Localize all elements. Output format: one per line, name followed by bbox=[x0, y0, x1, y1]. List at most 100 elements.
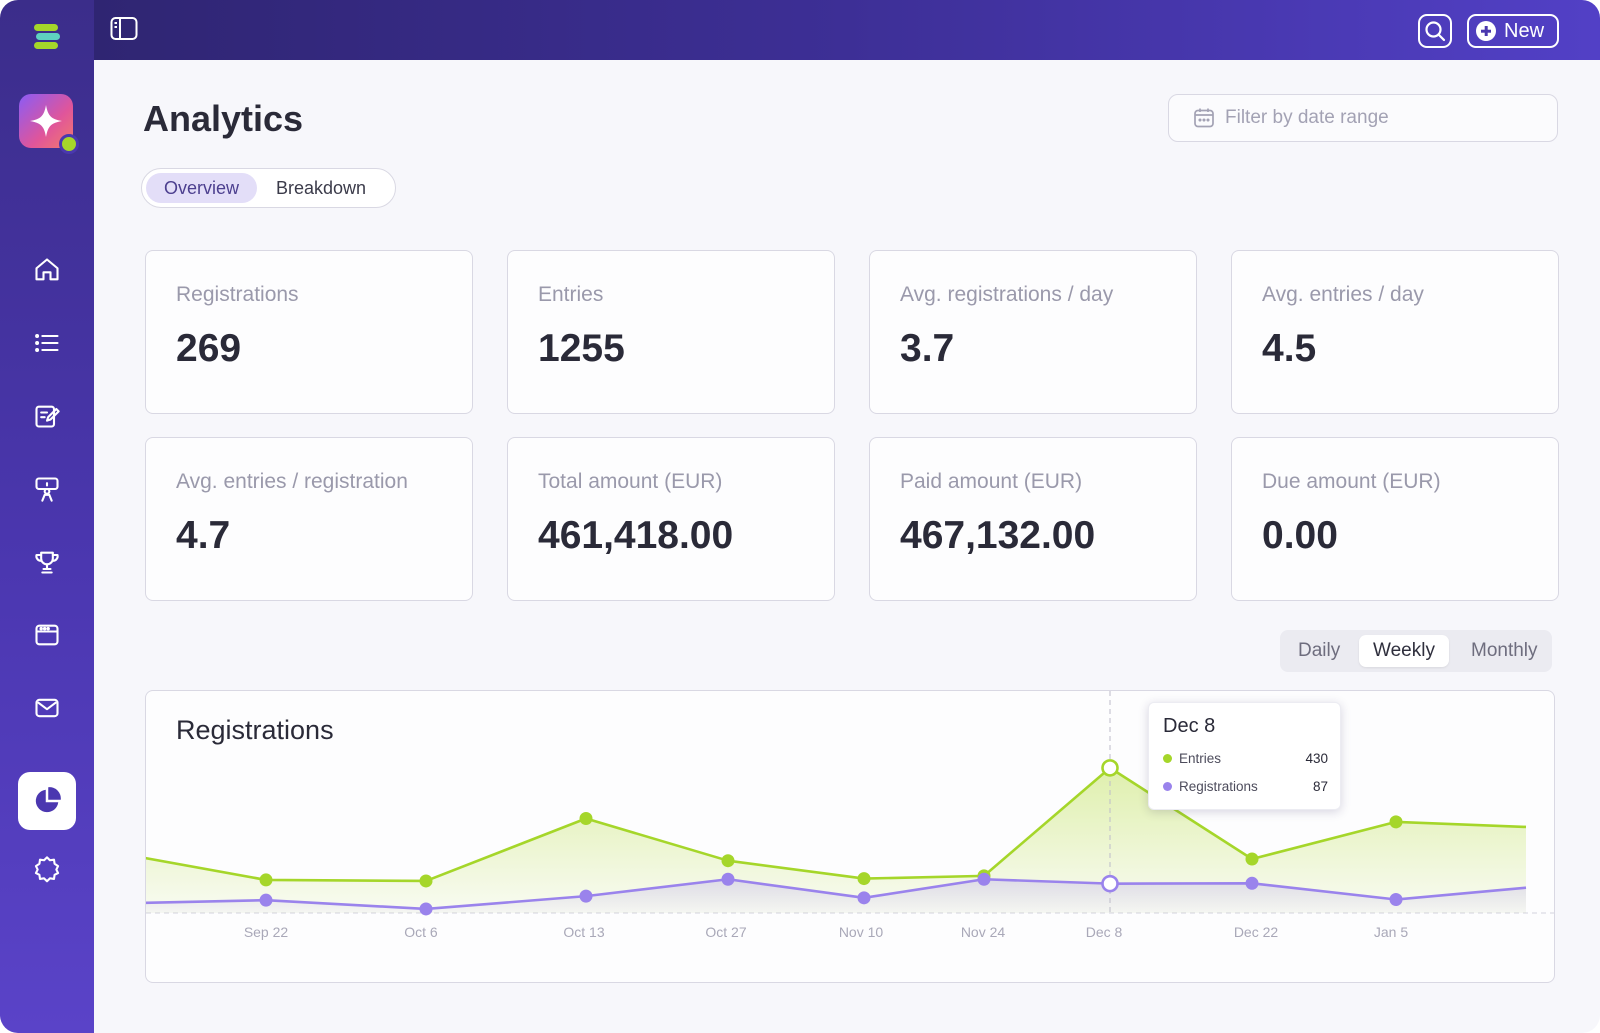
data-point-entries[interactable] bbox=[721, 854, 735, 868]
chart-title: Registrations bbox=[176, 715, 334, 745]
x-tick-label: Jan 5 bbox=[1374, 924, 1408, 940]
period-monthly[interactable]: Monthly bbox=[1471, 640, 1538, 661]
calendar-icon bbox=[1194, 108, 1214, 128]
sidebar-item-presentations[interactable] bbox=[18, 460, 76, 518]
stat-value: 0.00 bbox=[1262, 514, 1338, 557]
settings-icon bbox=[34, 856, 60, 883]
data-point-registrations[interactable] bbox=[1245, 876, 1259, 890]
data-point-registrations[interactable] bbox=[1389, 893, 1403, 906]
registrations-legend-dot bbox=[1163, 782, 1172, 791]
period-selector: Daily Weekly Monthly bbox=[1280, 630, 1552, 672]
x-tick-label: Sep 22 bbox=[244, 924, 289, 940]
tooltip-entries-value: 430 bbox=[1305, 751, 1328, 766]
stat-card-total-amount: Total amount (EUR) 461,418.00 bbox=[507, 437, 835, 601]
tooltip-row-entries: Entries 430 bbox=[1163, 751, 1328, 771]
x-tick-label: Nov 24 bbox=[961, 924, 1006, 940]
stat-label: Registrations bbox=[176, 283, 299, 306]
date-filter-placeholder: Filter by date range bbox=[1225, 107, 1389, 128]
date-range-filter[interactable]: Filter by date range bbox=[1168, 94, 1558, 142]
data-point-registrations[interactable] bbox=[977, 872, 991, 886]
data-point-registrations[interactable] bbox=[857, 891, 871, 905]
home-icon bbox=[35, 258, 59, 281]
data-point-entries[interactable] bbox=[1101, 759, 1119, 777]
tab-overview[interactable]: Overview bbox=[146, 173, 258, 203]
x-tick-label: Dec 22 bbox=[1234, 924, 1279, 940]
tooltip-registrations-value: 87 bbox=[1312, 779, 1328, 794]
presenter-icon bbox=[35, 477, 59, 502]
pie-chart-icon bbox=[35, 787, 61, 813]
x-tick-label: Oct 13 bbox=[563, 924, 604, 940]
trophy-icon bbox=[35, 551, 59, 574]
x-tick-label: Oct 6 bbox=[404, 924, 438, 940]
data-point-registrations[interactable] bbox=[1101, 874, 1119, 893]
stat-value: 269 bbox=[176, 327, 242, 370]
stat-label: Avg. entries / registration bbox=[176, 470, 408, 493]
new-button-label: New bbox=[1504, 19, 1545, 42]
tooltip-row-registrations: Registrations 87 bbox=[1163, 779, 1328, 799]
stat-card-avg-registrations: Avg. registrations / day 3.7 bbox=[869, 250, 1197, 414]
status-dot bbox=[59, 134, 79, 154]
stat-card-registrations: Registrations 269 bbox=[145, 250, 473, 414]
period-daily[interactable]: Daily bbox=[1298, 640, 1341, 661]
stat-label: Avg. entries / day bbox=[1262, 283, 1424, 306]
data-point-entries[interactable] bbox=[857, 872, 871, 886]
chart-canvas: Sep 22 Oct 6 Oct 13 Oct 27 Nov 10 Nov 24 Dec 8… bbox=[146, 691, 1554, 940]
edit-form-icon bbox=[35, 405, 60, 428]
data-point-registrations[interactable] bbox=[579, 889, 593, 903]
list-icon bbox=[35, 334, 59, 352]
search-button[interactable] bbox=[1418, 14, 1452, 48]
registrations-chart: Sep 22 Oct 6 Oct 13 Oct 27 Nov 10 Nov 24 Dec 8… bbox=[145, 690, 1555, 983]
sidebar-item-mail[interactable] bbox=[18, 679, 76, 737]
tooltip-date: Dec 8 bbox=[1163, 715, 1216, 737]
stat-value: 461,418.00 bbox=[538, 514, 734, 557]
new-button[interactable]: New bbox=[1467, 14, 1559, 48]
stat-label: Entries bbox=[538, 283, 604, 306]
data-point-registrations[interactable] bbox=[721, 872, 735, 886]
x-tick-label: Oct 27 bbox=[705, 924, 746, 940]
top-bar: New bbox=[94, 0, 1600, 60]
data-point-registrations[interactable] bbox=[419, 902, 433, 916]
data-point-entries[interactable] bbox=[1245, 852, 1259, 866]
data-point-entries[interactable] bbox=[579, 812, 593, 825]
chart-tooltip: Dec 8 Entries 430 Registrations 87 bbox=[1148, 702, 1341, 810]
view-toggle: Overview Breakdown bbox=[141, 168, 396, 208]
tooltip-entries-label: Entries bbox=[1179, 751, 1222, 766]
stat-value: 4.7 bbox=[176, 514, 231, 557]
stat-label: Paid amount (EUR) bbox=[900, 470, 1083, 493]
stat-card-avg-entries-per-registration: Avg. entries / registration 4.7 bbox=[145, 437, 473, 601]
tooltip-registrations-label: Registrations bbox=[1179, 779, 1258, 794]
period-weekly[interactable]: Weekly bbox=[1359, 635, 1449, 667]
sidebar-item-settings[interactable] bbox=[18, 840, 76, 898]
data-point-entries[interactable] bbox=[259, 873, 273, 887]
stat-value: 1255 bbox=[538, 327, 625, 370]
data-point-entries[interactable] bbox=[419, 874, 433, 888]
sidebar-item-home[interactable] bbox=[18, 241, 76, 299]
workspace-avatar[interactable] bbox=[19, 94, 79, 154]
stat-card-entries: Entries 1255 bbox=[507, 250, 835, 414]
search-icon bbox=[1425, 21, 1446, 42]
data-point-entries[interactable] bbox=[1389, 815, 1403, 829]
data-point-registrations[interactable] bbox=[259, 893, 273, 907]
sidebar-item-list[interactable] bbox=[18, 314, 76, 372]
sidebar-toggle-button[interactable] bbox=[110, 16, 138, 42]
sidebar bbox=[0, 0, 94, 1033]
stat-value: 3.7 bbox=[900, 327, 955, 370]
stat-card-due-amount: Due amount (EUR) 0.00 bbox=[1231, 437, 1559, 601]
x-tick-label: Nov 10 bbox=[839, 924, 884, 940]
stat-label: Total amount (EUR) bbox=[538, 470, 723, 493]
tab-breakdown[interactable]: Breakdown bbox=[276, 178, 367, 198]
stat-value: 467,132.00 bbox=[900, 514, 1096, 557]
sidebar-item-analytics[interactable] bbox=[18, 772, 76, 830]
brand-logo[interactable] bbox=[34, 22, 60, 52]
stat-card-paid-amount: Paid amount (EUR) 467,132.00 bbox=[869, 437, 1197, 601]
series-area-entries bbox=[146, 767, 1526, 913]
stat-card-avg-entries: Avg. entries / day 4.5 bbox=[1231, 250, 1559, 414]
stat-value: 4.5 bbox=[1262, 327, 1317, 370]
entries-legend-dot bbox=[1163, 754, 1172, 763]
sidebar-item-events[interactable] bbox=[18, 606, 76, 664]
x-tick-label: Dec 8 bbox=[1086, 924, 1123, 940]
sidebar-item-awards[interactable] bbox=[18, 533, 76, 591]
sidebar-item-forms[interactable] bbox=[18, 387, 76, 445]
plus-circle-icon bbox=[1476, 21, 1496, 41]
